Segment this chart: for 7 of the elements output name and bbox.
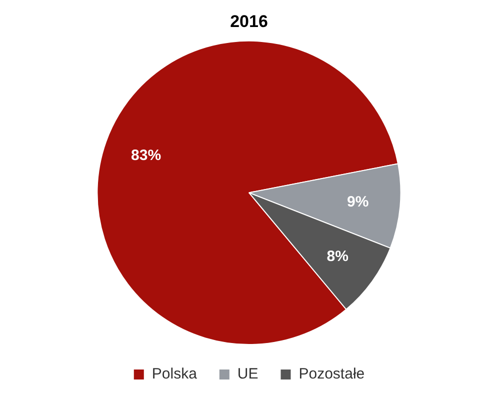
legend-label: Pozostałe — [298, 366, 365, 383]
chart-title: 2016 — [230, 12, 268, 31]
data-label: 83% — [131, 147, 162, 164]
legend-label: Polska — [152, 366, 198, 383]
data-label: 8% — [326, 248, 348, 265]
data-label: 9% — [347, 194, 369, 211]
legend-label: UE — [237, 366, 258, 383]
